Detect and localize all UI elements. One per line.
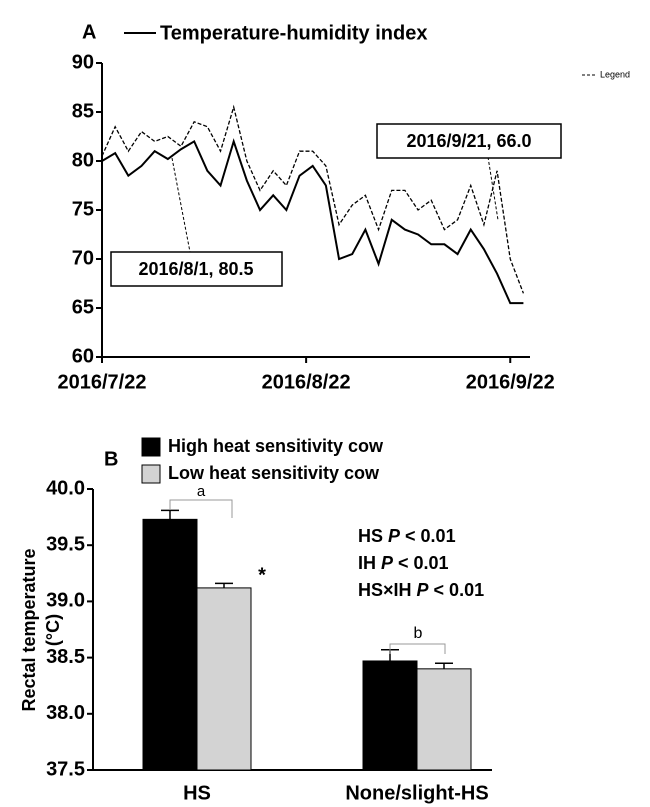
stat-line: HS P < 0.01	[358, 526, 456, 546]
chart-title: Temperature-humidity index	[160, 22, 427, 44]
series-line	[101, 104, 525, 294]
callout-box	[110, 251, 283, 287]
callout-leader	[171, 157, 191, 253]
callout-leader	[487, 156, 499, 221]
legend-swatch	[141, 464, 161, 484]
y-tick-label: 80	[72, 149, 94, 171]
stat-value: < 0.01	[405, 526, 456, 546]
y-tick-label: 70	[72, 247, 94, 269]
panel-label: A	[82, 21, 96, 43]
bracket	[169, 499, 233, 518]
y-tick-label: 65	[72, 296, 94, 318]
callout-box	[376, 123, 562, 159]
y-tick-label: 85	[72, 100, 94, 122]
stat-symbol: P	[381, 553, 394, 573]
bar	[362, 660, 418, 771]
y-axis-label-line: Rectal temperature	[19, 548, 39, 711]
legend-label: Legend	[600, 69, 630, 79]
error-bar	[435, 662, 453, 669]
stat-term: HS	[358, 526, 383, 546]
annotation: b	[414, 625, 423, 642]
stat-line: HS×IH P < 0.01	[358, 580, 484, 600]
callout-text: 2016/9/21, 66.0	[406, 131, 531, 151]
stat-symbol: P	[388, 526, 401, 546]
x-tick-label: HS	[183, 782, 211, 804]
callout-text: 2016/8/1, 80.5	[138, 259, 253, 279]
bar	[196, 587, 252, 771]
stat-term: IH	[358, 553, 376, 573]
x-tick-label: 2016/8/22	[262, 371, 351, 393]
stat-value: < 0.01	[434, 580, 485, 600]
bar	[142, 518, 198, 771]
stat-value: < 0.01	[398, 553, 449, 573]
y-tick-label: 60	[72, 345, 94, 367]
y-tick-label: 90	[72, 51, 94, 73]
stat-symbol: P	[417, 580, 430, 600]
legend-swatch	[141, 437, 161, 457]
x-tick-label: 2016/9/22	[466, 371, 555, 393]
y-tick-label: 39.0	[46, 590, 85, 612]
error-bar	[161, 509, 179, 520]
legend-label: Low heat sensitivity cow	[168, 463, 380, 483]
y-tick-label: 75	[72, 198, 94, 220]
annotation: a	[197, 483, 206, 500]
error-bar	[215, 582, 233, 588]
legend-label: High heat sensitivity cow	[168, 436, 384, 456]
panel-label: B	[104, 448, 118, 470]
x-tick-label: None/slight-HS	[345, 782, 488, 804]
stat-term: HS×IH	[358, 580, 412, 600]
y-axis-label: Rectal temperature (°C)	[19, 548, 63, 711]
y-axis-label-line: (°C)	[43, 614, 63, 646]
bar	[416, 668, 472, 771]
y-tick-label: 37.5	[46, 758, 85, 780]
y-tick-label: 39.5	[46, 533, 85, 555]
x-tick-label: 2016/7/22	[58, 371, 147, 393]
y-tick-label: 38.0	[46, 702, 85, 724]
bracket	[389, 643, 446, 654]
annotation: *	[258, 564, 266, 586]
y-tick-label: 40.0	[46, 477, 85, 499]
y-tick-label: 38.5	[46, 646, 85, 668]
stat-line: IH P < 0.01	[358, 553, 449, 573]
series-line	[101, 138, 524, 305]
